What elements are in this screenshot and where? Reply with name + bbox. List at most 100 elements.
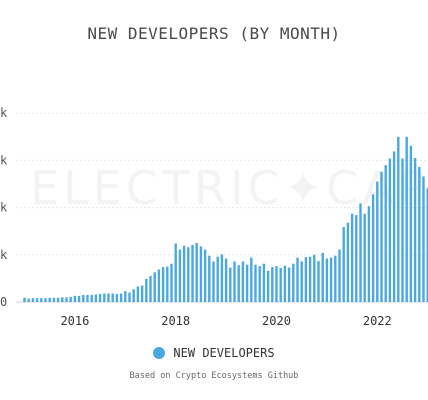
bar xyxy=(98,293,102,302)
bar xyxy=(161,267,165,302)
bar xyxy=(187,247,190,302)
bar xyxy=(397,136,400,302)
bar xyxy=(166,266,169,302)
legend-swatch xyxy=(153,347,166,359)
bar xyxy=(40,298,43,302)
bar xyxy=(346,222,350,302)
bar xyxy=(27,298,30,302)
bar xyxy=(111,293,114,302)
bar xyxy=(241,261,245,302)
x-tick-label: 2020 xyxy=(262,314,291,328)
bar xyxy=(86,294,89,302)
x-tick-label: 2016 xyxy=(60,314,89,328)
bar xyxy=(363,213,366,302)
bar xyxy=(258,266,261,302)
bar xyxy=(149,276,152,302)
bar xyxy=(69,296,72,302)
bar xyxy=(380,171,383,302)
bar xyxy=(401,158,404,302)
bar xyxy=(308,256,312,302)
bar xyxy=(90,294,93,302)
bar xyxy=(359,203,362,302)
bar xyxy=(44,298,47,302)
bar xyxy=(82,294,85,302)
bar xyxy=(254,264,257,302)
bar xyxy=(275,266,278,302)
bar xyxy=(48,297,51,302)
bar xyxy=(388,158,392,302)
bar xyxy=(195,243,198,302)
bar xyxy=(136,286,140,302)
bar xyxy=(52,297,56,302)
bar xyxy=(65,297,68,302)
bar xyxy=(107,293,110,302)
legend: NEW DEVELOPERS xyxy=(0,346,428,360)
bar xyxy=(392,151,396,302)
bar xyxy=(237,265,240,302)
bar xyxy=(31,298,35,302)
bar xyxy=(124,291,127,302)
bar xyxy=(350,213,354,302)
bar xyxy=(321,252,324,302)
bar xyxy=(119,293,123,302)
x-tick-label: 2022 xyxy=(363,314,392,328)
bar xyxy=(355,215,358,302)
bar xyxy=(35,298,39,302)
bar xyxy=(203,249,207,302)
bar xyxy=(140,285,144,302)
bar xyxy=(103,293,106,302)
bar xyxy=(56,297,60,302)
bar xyxy=(23,297,26,302)
bar xyxy=(157,269,161,302)
y-tick-label: k xyxy=(0,153,8,167)
bar xyxy=(229,267,232,302)
bar xyxy=(182,245,186,302)
bar xyxy=(329,257,333,302)
y-tick-label: k xyxy=(0,201,8,215)
bar xyxy=(199,246,203,302)
bar xyxy=(279,268,282,302)
bar xyxy=(216,256,219,302)
bar xyxy=(212,261,215,302)
bar xyxy=(174,243,177,302)
bar xyxy=(367,206,371,302)
bar xyxy=(224,258,228,302)
bar xyxy=(405,136,408,302)
bar xyxy=(73,295,77,302)
bar xyxy=(300,261,303,302)
bar xyxy=(371,194,375,302)
bar xyxy=(334,255,337,302)
bar xyxy=(317,260,320,302)
bar xyxy=(128,292,131,302)
bar xyxy=(325,258,329,302)
bar xyxy=(233,261,236,302)
bar xyxy=(422,176,425,302)
y-tick-label: k xyxy=(0,248,8,262)
bar xyxy=(145,278,148,302)
bar xyxy=(178,249,182,302)
bar xyxy=(296,257,299,302)
bar xyxy=(220,254,224,302)
bar xyxy=(245,264,249,302)
bar xyxy=(384,165,387,302)
bar xyxy=(132,289,135,302)
bar xyxy=(283,265,287,302)
bar xyxy=(376,181,379,302)
bar xyxy=(191,244,194,302)
bar xyxy=(170,263,173,302)
bar xyxy=(77,295,81,302)
bar xyxy=(271,267,274,302)
bar xyxy=(413,158,417,302)
y-tick-label: 0 xyxy=(0,295,7,309)
source-note: Based on Crypto Ecosystems Github xyxy=(129,371,299,381)
chart-title: NEW DEVELOPERS (BY MONTH) xyxy=(87,24,341,43)
bar xyxy=(94,294,98,302)
bar xyxy=(292,263,295,302)
bar xyxy=(266,270,270,302)
bar xyxy=(250,257,253,302)
bar xyxy=(115,293,119,302)
bar xyxy=(304,257,308,302)
bar xyxy=(342,226,345,302)
bar xyxy=(153,272,156,302)
bar xyxy=(262,263,266,302)
